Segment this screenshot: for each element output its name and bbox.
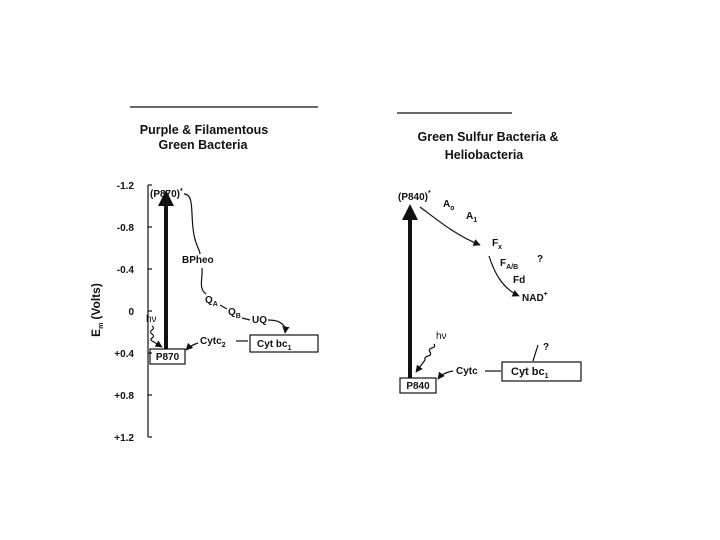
label-text: (P840)	[398, 192, 428, 203]
box	[399, 377, 437, 394]
axis-label: Em (Volts)	[89, 283, 105, 337]
axis-label-text: E	[89, 329, 103, 337]
label: BPheo	[182, 255, 214, 266]
label-sub: 1	[545, 373, 549, 380]
label-sub: 1	[473, 217, 477, 224]
label-text: A	[443, 199, 450, 210]
label: QA	[205, 295, 218, 308]
label: hν	[146, 314, 157, 325]
box	[149, 348, 186, 365]
tick-label: +1.2	[114, 433, 134, 444]
electron-path	[219, 304, 228, 310]
label-sup: +	[544, 291, 548, 298]
label: P870	[156, 352, 180, 363]
label: (P840)*	[398, 190, 431, 203]
label-sup: *	[428, 190, 431, 197]
label: hν	[436, 331, 447, 342]
tick-label: +0.8	[114, 391, 134, 402]
label: ?	[537, 254, 543, 265]
box	[249, 334, 319, 353]
label-sub: 2	[222, 342, 226, 349]
ticks: -1.2 -0.8 -0.4 0 +0.4 +0.8 +1.2	[114, 181, 152, 444]
title-line: Purple & Filamentous	[140, 123, 269, 137]
label: FA/B	[500, 258, 518, 271]
tick-label: +0.4	[114, 349, 134, 360]
label-sup: *	[180, 188, 183, 195]
tick-label: -0.8	[117, 223, 135, 234]
label: P840	[406, 381, 430, 392]
label: Ao	[443, 199, 455, 212]
label-text: Q	[228, 307, 236, 318]
tick-label: -1.2	[117, 181, 135, 192]
photon-arrow	[149, 325, 163, 348]
label: NAD+	[522, 291, 548, 304]
label: Cytc	[456, 366, 478, 377]
connector	[532, 344, 539, 362]
label-text: Cyt bc	[511, 366, 545, 378]
label: Fx	[492, 238, 502, 251]
label: Fd	[513, 275, 525, 286]
left-panel: Purple & Filamentous Green Bacteria Em (V…	[89, 106, 319, 444]
tick-label: -0.4	[117, 265, 135, 276]
right-panel: Green Sulfur Bacteria & Heliobacteria (P…	[397, 112, 582, 394]
label-text: Q	[205, 295, 213, 306]
electron-arrow	[419, 206, 481, 246]
electron-arrow	[437, 370, 454, 380]
label: ?	[543, 342, 549, 353]
box	[501, 361, 582, 382]
label: Cyt bc1	[511, 366, 549, 380]
electron-path	[183, 193, 201, 255]
title-line: Green Bacteria	[159, 138, 249, 152]
label: Cytc2	[200, 336, 226, 349]
label: (P870)*	[150, 188, 183, 200]
label-text: Cyt bc	[257, 339, 288, 350]
label: UQ	[252, 315, 267, 326]
label-text: (P870)	[150, 189, 180, 200]
label: QB	[228, 307, 241, 320]
label-sub: A/B	[506, 264, 518, 271]
photon-arrow	[415, 343, 436, 373]
title-line: Green Sulfur Bacteria &	[417, 130, 558, 144]
label: A1	[466, 211, 477, 224]
label-text: F	[492, 238, 498, 249]
label-sub: o	[450, 205, 454, 212]
axis-label-sub: m	[98, 323, 105, 329]
tick-label: 0	[128, 307, 134, 318]
electron-arrow	[267, 319, 290, 334]
label-text: F	[500, 258, 506, 269]
electron-path	[200, 267, 207, 295]
label-text: Cytc	[200, 336, 222, 347]
title-line: Heliobacteria	[445, 148, 525, 162]
label-sub: B	[236, 313, 241, 320]
label: Cyt bc1	[257, 339, 292, 352]
axis-label-rest: (Volts)	[89, 283, 103, 319]
electron-arrow	[185, 342, 199, 351]
electron-path	[241, 317, 251, 321]
label-text: A	[466, 211, 473, 222]
label-sub: A	[213, 301, 218, 308]
electron-arrow	[488, 255, 520, 297]
label-sub: x	[498, 244, 502, 251]
label-sub: 1	[288, 345, 292, 352]
label-text: NAD	[522, 293, 544, 304]
